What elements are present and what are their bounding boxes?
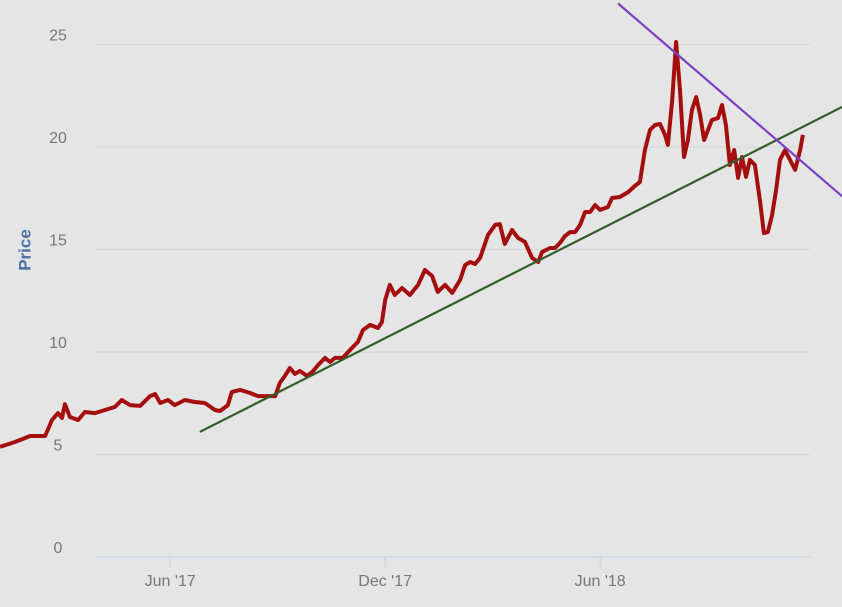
x-tick-label: Jun '18 [575,573,626,590]
y-tick-label: 5 [54,438,63,455]
data-line [199,106,842,433]
data-line [617,2,842,198]
y-tick-label: 0 [54,540,63,557]
x-tick-label: Jun '17 [145,573,196,590]
y-tick-label: 20 [49,130,67,147]
y-tick-label: 25 [49,28,67,45]
x-tick-label: Dec '17 [358,573,412,590]
y-axis-title: Price [15,229,34,271]
y-tick-label: 15 [49,233,67,250]
data-line [0,40,805,449]
y-tick-label: 10 [49,335,67,352]
